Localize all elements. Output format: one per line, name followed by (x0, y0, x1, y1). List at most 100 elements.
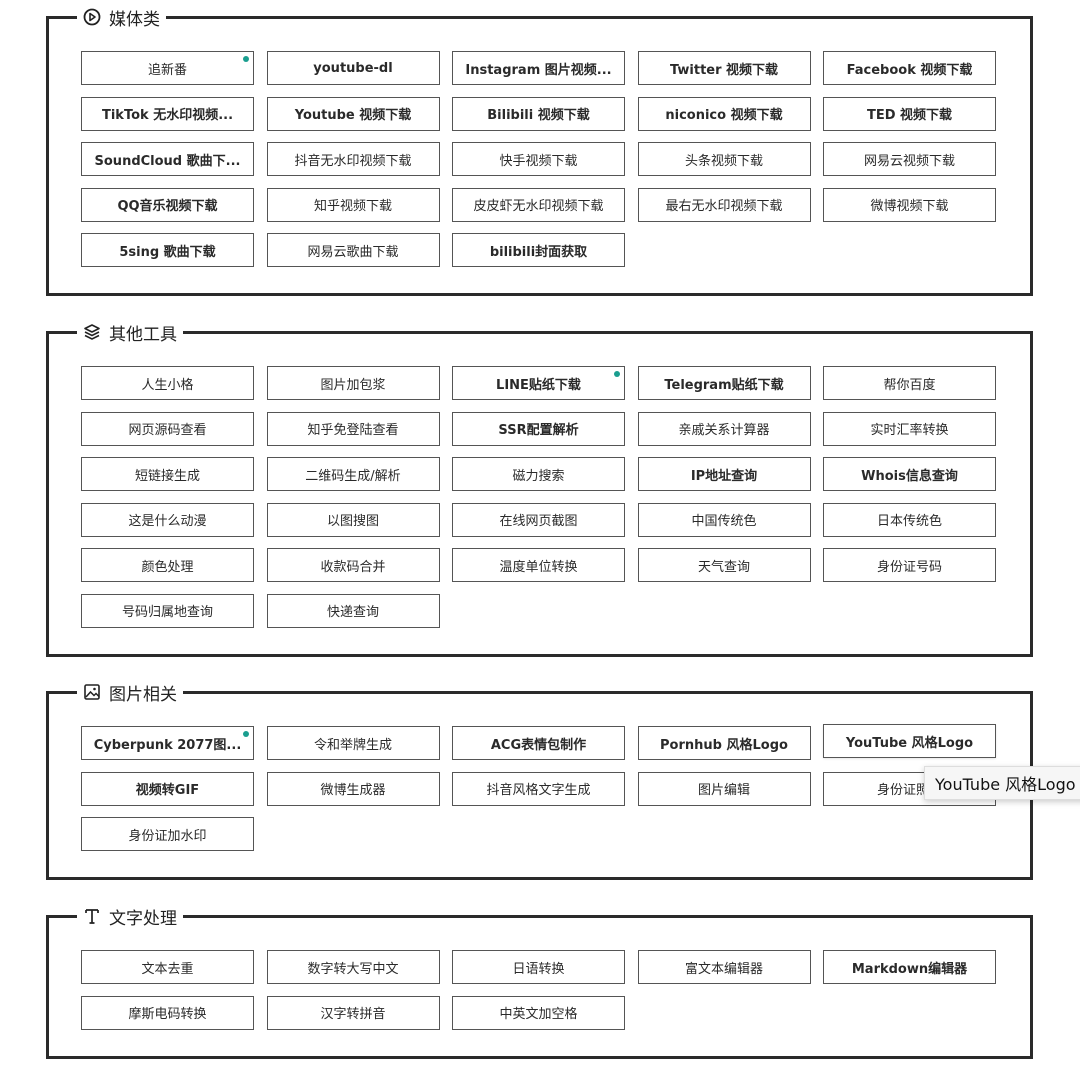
tool-label: 图片加包浆 (320, 377, 386, 393)
tool-button[interactable]: 抖音无水印视频下载 (266, 142, 440, 176)
tool-button[interactable]: QQ音乐视频下载 (81, 187, 254, 222)
tool-button[interactable]: 颜色处理 (81, 548, 254, 582)
tool-button[interactable]: 收款码合并 (266, 548, 440, 582)
tool-label: Telegram贴纸下载 (664, 377, 784, 393)
tool-button[interactable]: SoundCloud 歌曲下... (81, 142, 254, 176)
tool-button[interactable]: 磁力搜索 (452, 457, 625, 491)
tool-button[interactable]: 文本去重 (81, 950, 254, 984)
tool-button[interactable]: 汉字转拼音 (266, 995, 440, 1030)
tool-button[interactable]: TikTok 无水印视频... (81, 96, 254, 131)
tool-button[interactable]: LINE贴纸下载 (452, 366, 625, 400)
tool-label: 数字转大写中文 (307, 961, 399, 977)
tool-button[interactable]: 温度单位转换 (452, 548, 625, 582)
tool-button[interactable]: 图片加包浆 (266, 366, 440, 400)
tool-button[interactable]: 图片编辑 (637, 771, 811, 806)
tool-button[interactable]: 令和举牌生成 (266, 726, 440, 760)
tool-button[interactable]: 日本传统色 (823, 502, 996, 537)
tool-button[interactable]: SSR配置解析 (452, 411, 625, 446)
tool-button[interactable]: 号码归属地查询 (81, 593, 254, 628)
tool-button[interactable]: 视频转GIF (81, 771, 254, 806)
tool-button[interactable]: 网页源码查看 (81, 411, 254, 446)
tool-button[interactable]: 知乎视频下载 (266, 187, 440, 222)
tool-button[interactable]: Instagram 图片视频... (452, 51, 625, 85)
tool-button[interactable]: 日语转换 (452, 950, 625, 984)
tool-button[interactable]: 微博视频下载 (823, 187, 996, 222)
tool-button[interactable]: 身份证加水印 (81, 817, 254, 851)
tool-button[interactable]: bilibili封面获取 (452, 233, 625, 267)
image-icon (83, 683, 101, 701)
tool-label: YouTube 风格Logo (845, 735, 974, 751)
tool-button[interactable]: 以图搜图 (266, 502, 440, 537)
tool-label: Twitter 视频下载 (669, 62, 779, 78)
tool-label: 以图搜图 (326, 514, 379, 529)
tool-button[interactable]: 快手视频下载 (452, 142, 625, 176)
tool-button[interactable]: 微博生成器 (266, 771, 440, 806)
tool-button[interactable]: Telegram贴纸下载 (637, 366, 811, 400)
tool-button[interactable]: 网易云歌曲下载 (266, 233, 440, 267)
tool-button[interactable]: Pornhub 风格Logo (637, 726, 811, 760)
tool-button[interactable]: 人生小格 (81, 366, 254, 400)
tool-label: LINE贴纸下载 (496, 377, 581, 393)
tool-button[interactable]: 数字转大写中文 (266, 950, 440, 984)
tool-button[interactable]: TED 视频下载 (823, 96, 996, 131)
tool-label: 短链接生成 (134, 468, 200, 484)
tool-button[interactable]: Cyberpunk 2077图... (81, 726, 254, 760)
tool-button[interactable]: 亲戚关系计算器 (637, 411, 811, 446)
tool-button[interactable]: niconico 视频下载 (637, 96, 811, 131)
tool-button[interactable]: Twitter 视频下载 (637, 51, 811, 85)
tool-button[interactable]: Markdown编辑器 (823, 950, 996, 984)
tool-button[interactable]: 短链接生成 (81, 457, 254, 491)
tool-button[interactable]: 身份证号码 (823, 548, 996, 582)
tool-button[interactable]: Whois信息查询 (823, 457, 996, 491)
tool-button[interactable]: 二维码生成/解析 (266, 457, 440, 491)
tool-button[interactable]: 在线网页截图 (452, 502, 625, 537)
tool-button[interactable]: 抖音风格文字生成 (452, 771, 625, 806)
tool-button[interactable]: 皮皮虾无水印视频下载 (452, 187, 625, 222)
tool-button[interactable]: 5sing 歌曲下载 (81, 233, 254, 267)
tool-button[interactable]: 网易云视频下载 (823, 142, 996, 176)
tool-label: 帮你百度 (883, 377, 936, 393)
tool-label: 实时汇率转换 (870, 423, 949, 438)
tool-label: SoundCloud 歌曲下... (94, 153, 241, 169)
tool-label: 知乎视频下载 (313, 199, 392, 214)
text-icon (83, 907, 101, 925)
tool-label: 抖音无水印视频下载 (294, 153, 412, 169)
new-dot-indicator (243, 731, 249, 737)
tool-label: 人生小格 (141, 377, 194, 393)
tool-button[interactable]: 摩斯电码转换 (81, 995, 254, 1030)
tool-button[interactable]: 富文本编辑器 (637, 950, 811, 984)
tool-label: 中国传统色 (691, 514, 757, 529)
tool-button[interactable]: 快递查询 (266, 593, 440, 628)
tool-label: TED 视频下载 (866, 108, 953, 123)
tool-button[interactable]: 知乎免登陆查看 (266, 411, 440, 446)
tooltip: YouTube 风格Logo (924, 766, 1080, 800)
tool-button[interactable]: 中英文加空格 (452, 995, 625, 1030)
tool-button[interactable]: 中国传统色 (637, 502, 811, 537)
tool-label: Youtube 视频下载 (294, 108, 412, 123)
tool-button[interactable]: 头条视频下载 (637, 142, 811, 176)
section-header: 其他工具 (77, 319, 183, 345)
tool-button[interactable]: 实时汇率转换 (823, 411, 996, 446)
tool-label: 追新番 (147, 62, 187, 78)
new-dot-indicator (614, 371, 620, 377)
tool-button[interactable]: Facebook 视频下载 (823, 51, 996, 85)
tool-label: Whois信息查询 (861, 468, 958, 484)
tool-label: 5sing 歌曲下载 (119, 244, 216, 260)
tool-button[interactable]: ACG表情包制作 (452, 726, 625, 760)
tool-button[interactable]: 追新番 (81, 51, 254, 85)
tool-button[interactable]: 帮你百度 (823, 366, 996, 400)
tool-label: 亲戚关系计算器 (678, 423, 770, 438)
tool-label: 富文本编辑器 (684, 961, 763, 977)
tool-button[interactable]: 这是什么动漫 (81, 502, 254, 537)
tool-label: IP地址查询 (690, 468, 758, 484)
tool-label: 微博视频下载 (870, 199, 949, 214)
tool-label: 皮皮虾无水印视频下载 (473, 199, 604, 214)
tool-label: 在线网页截图 (499, 514, 578, 529)
tool-button[interactable]: 最右无水印视频下载 (637, 187, 811, 222)
tool-button[interactable]: youtube-dl (266, 51, 440, 85)
tool-button[interactable]: Youtube 视频下载 (266, 96, 440, 131)
tool-button[interactable]: Bilibili 视频下载 (452, 96, 625, 131)
tool-button[interactable]: YouTube 风格Logo (823, 724, 996, 758)
tool-button[interactable]: IP地址查询 (637, 457, 811, 491)
tool-button[interactable]: 天气查询 (637, 548, 811, 582)
